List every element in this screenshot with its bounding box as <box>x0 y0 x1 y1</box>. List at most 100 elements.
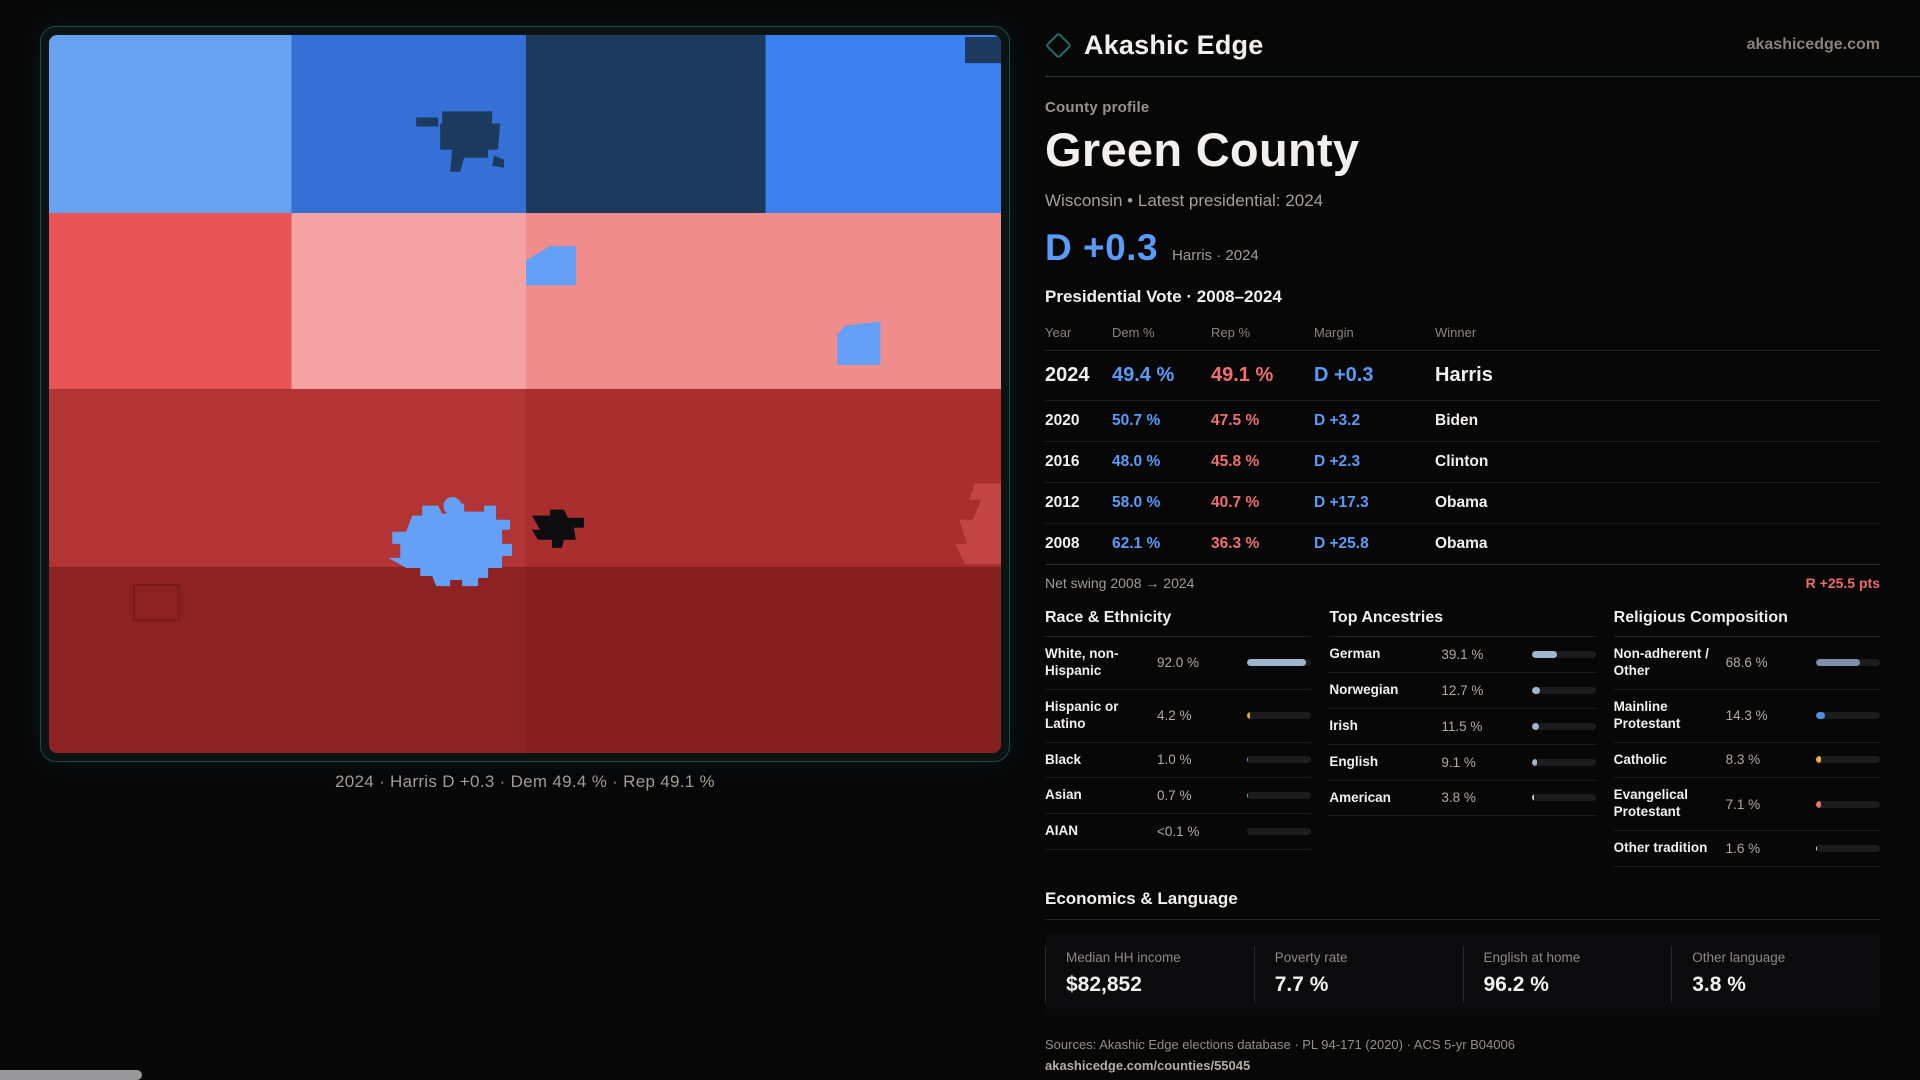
stat-label: Non-adherent / Other <box>1613 646 1709 678</box>
col-header-margin: Margin <box>1314 325 1354 340</box>
sources-line: Sources: Akashic Edge elections database… <box>1045 1037 1515 1052</box>
precinct-block <box>49 566 526 753</box>
precinct-block <box>49 212 292 389</box>
econ-stat: Poverty rate 7.7 % <box>1253 946 1463 1003</box>
presidential-vote-table: Year Dem % Rep % Margin Winner 2024 49.4… <box>1045 321 1880 565</box>
stat-label: Other tradition <box>1613 840 1708 856</box>
table-row: 2008 62.1 % 36.3 % D +25.8 Obama <box>1045 524 1880 565</box>
stat-label: English <box>1329 753 1379 769</box>
stat-value: 11.5 % <box>1441 718 1483 734</box>
economics-strip: Median HH income $82,852 Poverty rate 7.… <box>1045 934 1880 1015</box>
col-header-year: Year <box>1045 325 1072 340</box>
cell-margin: D +0.3 <box>1314 364 1374 386</box>
stat-label: Hispanic or Latino <box>1045 698 1119 731</box>
stat-row: Catholic 8.3 % <box>1613 743 1880 779</box>
stat-label: Irish <box>1329 717 1358 733</box>
cell-dem: 58.0 % <box>1112 494 1161 511</box>
econ-stat-value: 7.7 % <box>1274 973 1329 996</box>
econ-stat-label: Poverty rate <box>1274 950 1348 965</box>
stat-row: AIAN <0.1 % <box>1045 814 1312 851</box>
horizontal-scrollbar-thumb[interactable] <box>0 1070 142 1080</box>
stat-value: 92.0 % <box>1157 655 1200 671</box>
black-area-blob <box>531 509 584 548</box>
stat-bar <box>1247 756 1312 764</box>
permalink[interactable]: akashicedge.com/counties/55045 <box>1045 1058 1251 1073</box>
stat-value: 14.3 % <box>1725 708 1768 724</box>
stat-row: Evangelical Protestant 7.1 % <box>1613 778 1880 832</box>
stat-value: 3.8 % <box>1441 790 1476 806</box>
cell-year: 2008 <box>1045 535 1080 552</box>
precinct-map-card <box>40 26 1010 762</box>
table-header-row: Year Dem % Rep % Margin Winner <box>1045 321 1880 351</box>
precinct-blob-navy <box>416 111 505 172</box>
cell-rep: 49.1 % <box>1211 364 1274 386</box>
cell-margin: D +25.8 <box>1314 535 1369 552</box>
cell-year: 2024 <box>1045 364 1090 386</box>
stat-bar <box>1247 792 1312 800</box>
section-title: Top Ancestries <box>1329 609 1596 637</box>
precinct-block <box>765 35 1001 213</box>
cell-rep: 45.8 % <box>1211 453 1260 470</box>
cell-winner: Obama <box>1435 535 1488 552</box>
econ-stat: English at home 96.2 % <box>1462 946 1672 1003</box>
cell-dem: 49.4 % <box>1112 364 1175 386</box>
stat-value: 68.6 % <box>1725 655 1768 671</box>
precinct-block <box>525 566 1001 753</box>
stat-bar <box>1531 650 1596 658</box>
table-row: 2016 48.0 % 45.8 % D +2.3 Clinton <box>1045 442 1880 483</box>
stat-label: Asian <box>1045 787 1082 803</box>
econ-stat-value: $82,852 <box>1066 973 1142 996</box>
stat-bar <box>1531 722 1596 730</box>
stat-row: Norwegian 12.7 % <box>1329 673 1596 709</box>
precinct-block <box>525 388 1001 567</box>
precinct-block <box>965 37 1001 64</box>
stat-row: Other tradition 1.6 % <box>1613 831 1880 867</box>
stat-row: White, non-Hispanic 92.0 % <box>1045 637 1312 690</box>
stat-bar <box>1531 758 1596 766</box>
cell-margin: D +3.2 <box>1314 412 1361 429</box>
col-header-winner: Winner <box>1435 325 1477 340</box>
city-blob <box>388 496 513 587</box>
col-header-rep: Rep % <box>1211 325 1251 340</box>
stat-value: 7.1 % <box>1725 796 1761 812</box>
cell-dem: 50.7 % <box>1112 412 1161 429</box>
eyebrow-label: County profile <box>1045 99 1150 116</box>
stat-value: <0.1 % <box>1157 824 1200 840</box>
stat-value: 12.7 % <box>1441 682 1484 698</box>
stat-value: 39.1 % <box>1441 646 1484 662</box>
stat-bar <box>1531 794 1596 802</box>
brand-name[interactable]: Akashic Edge <box>1084 29 1264 60</box>
stat-bar <box>1247 712 1312 720</box>
stat-label: Black <box>1045 751 1082 767</box>
econ-stat-label: Other language <box>1692 950 1786 965</box>
cell-margin: D +2.3 <box>1314 453 1361 470</box>
stat-value: 1.0 % <box>1157 752 1192 768</box>
site-link[interactable]: akashicedge.com <box>1746 36 1880 53</box>
map-caption: 2024 · Harris D +0.3 · Dem 49.4 % · Rep … <box>335 772 715 791</box>
stat-bar <box>1816 756 1880 764</box>
headline-margin: D +0.3 Harris · 2024 <box>1045 227 1880 269</box>
subtitle: Wisconsin • Latest presidential: 2024 <box>1045 191 1324 210</box>
precinct-blob-blue <box>525 246 576 286</box>
precinct-block <box>49 35 292 213</box>
margin-value: D +0.3 <box>1045 227 1159 268</box>
cell-margin: D +17.3 <box>1314 494 1369 511</box>
precinct-block <box>291 212 526 389</box>
county-profile-panel: Akashic Edge akashicedge.com County prof… <box>1045 24 1920 1075</box>
stat-bar <box>1816 659 1880 667</box>
page-title: Green County <box>1045 123 1360 176</box>
stat-row: Black 1.0 % <box>1045 743 1312 779</box>
stat-value: 8.3 % <box>1725 752 1761 768</box>
stat-row: American 3.8 % <box>1329 781 1596 817</box>
stat-bar <box>1247 828 1312 836</box>
econ-stat: Other language 3.8 % <box>1671 946 1880 1003</box>
econ-stat: Median HH income $82,852 <box>1045 946 1254 1003</box>
stat-bar <box>1247 659 1312 667</box>
cell-winner: Clinton <box>1435 453 1489 470</box>
cell-dem: 48.0 % <box>1112 453 1161 470</box>
cell-winner: Obama <box>1435 494 1488 511</box>
header-divider <box>1045 76 1920 77</box>
precinct-block <box>525 212 1001 389</box>
cell-rep: 47.5 % <box>1211 412 1260 429</box>
cell-rep: 36.3 % <box>1211 535 1260 552</box>
